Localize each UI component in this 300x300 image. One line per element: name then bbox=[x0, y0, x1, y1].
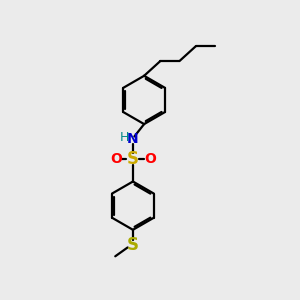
Text: N: N bbox=[127, 132, 139, 146]
Text: H: H bbox=[120, 131, 129, 144]
Text: S: S bbox=[127, 236, 139, 254]
Text: O: O bbox=[144, 152, 156, 166]
Text: O: O bbox=[110, 152, 122, 166]
Text: S: S bbox=[127, 149, 139, 167]
